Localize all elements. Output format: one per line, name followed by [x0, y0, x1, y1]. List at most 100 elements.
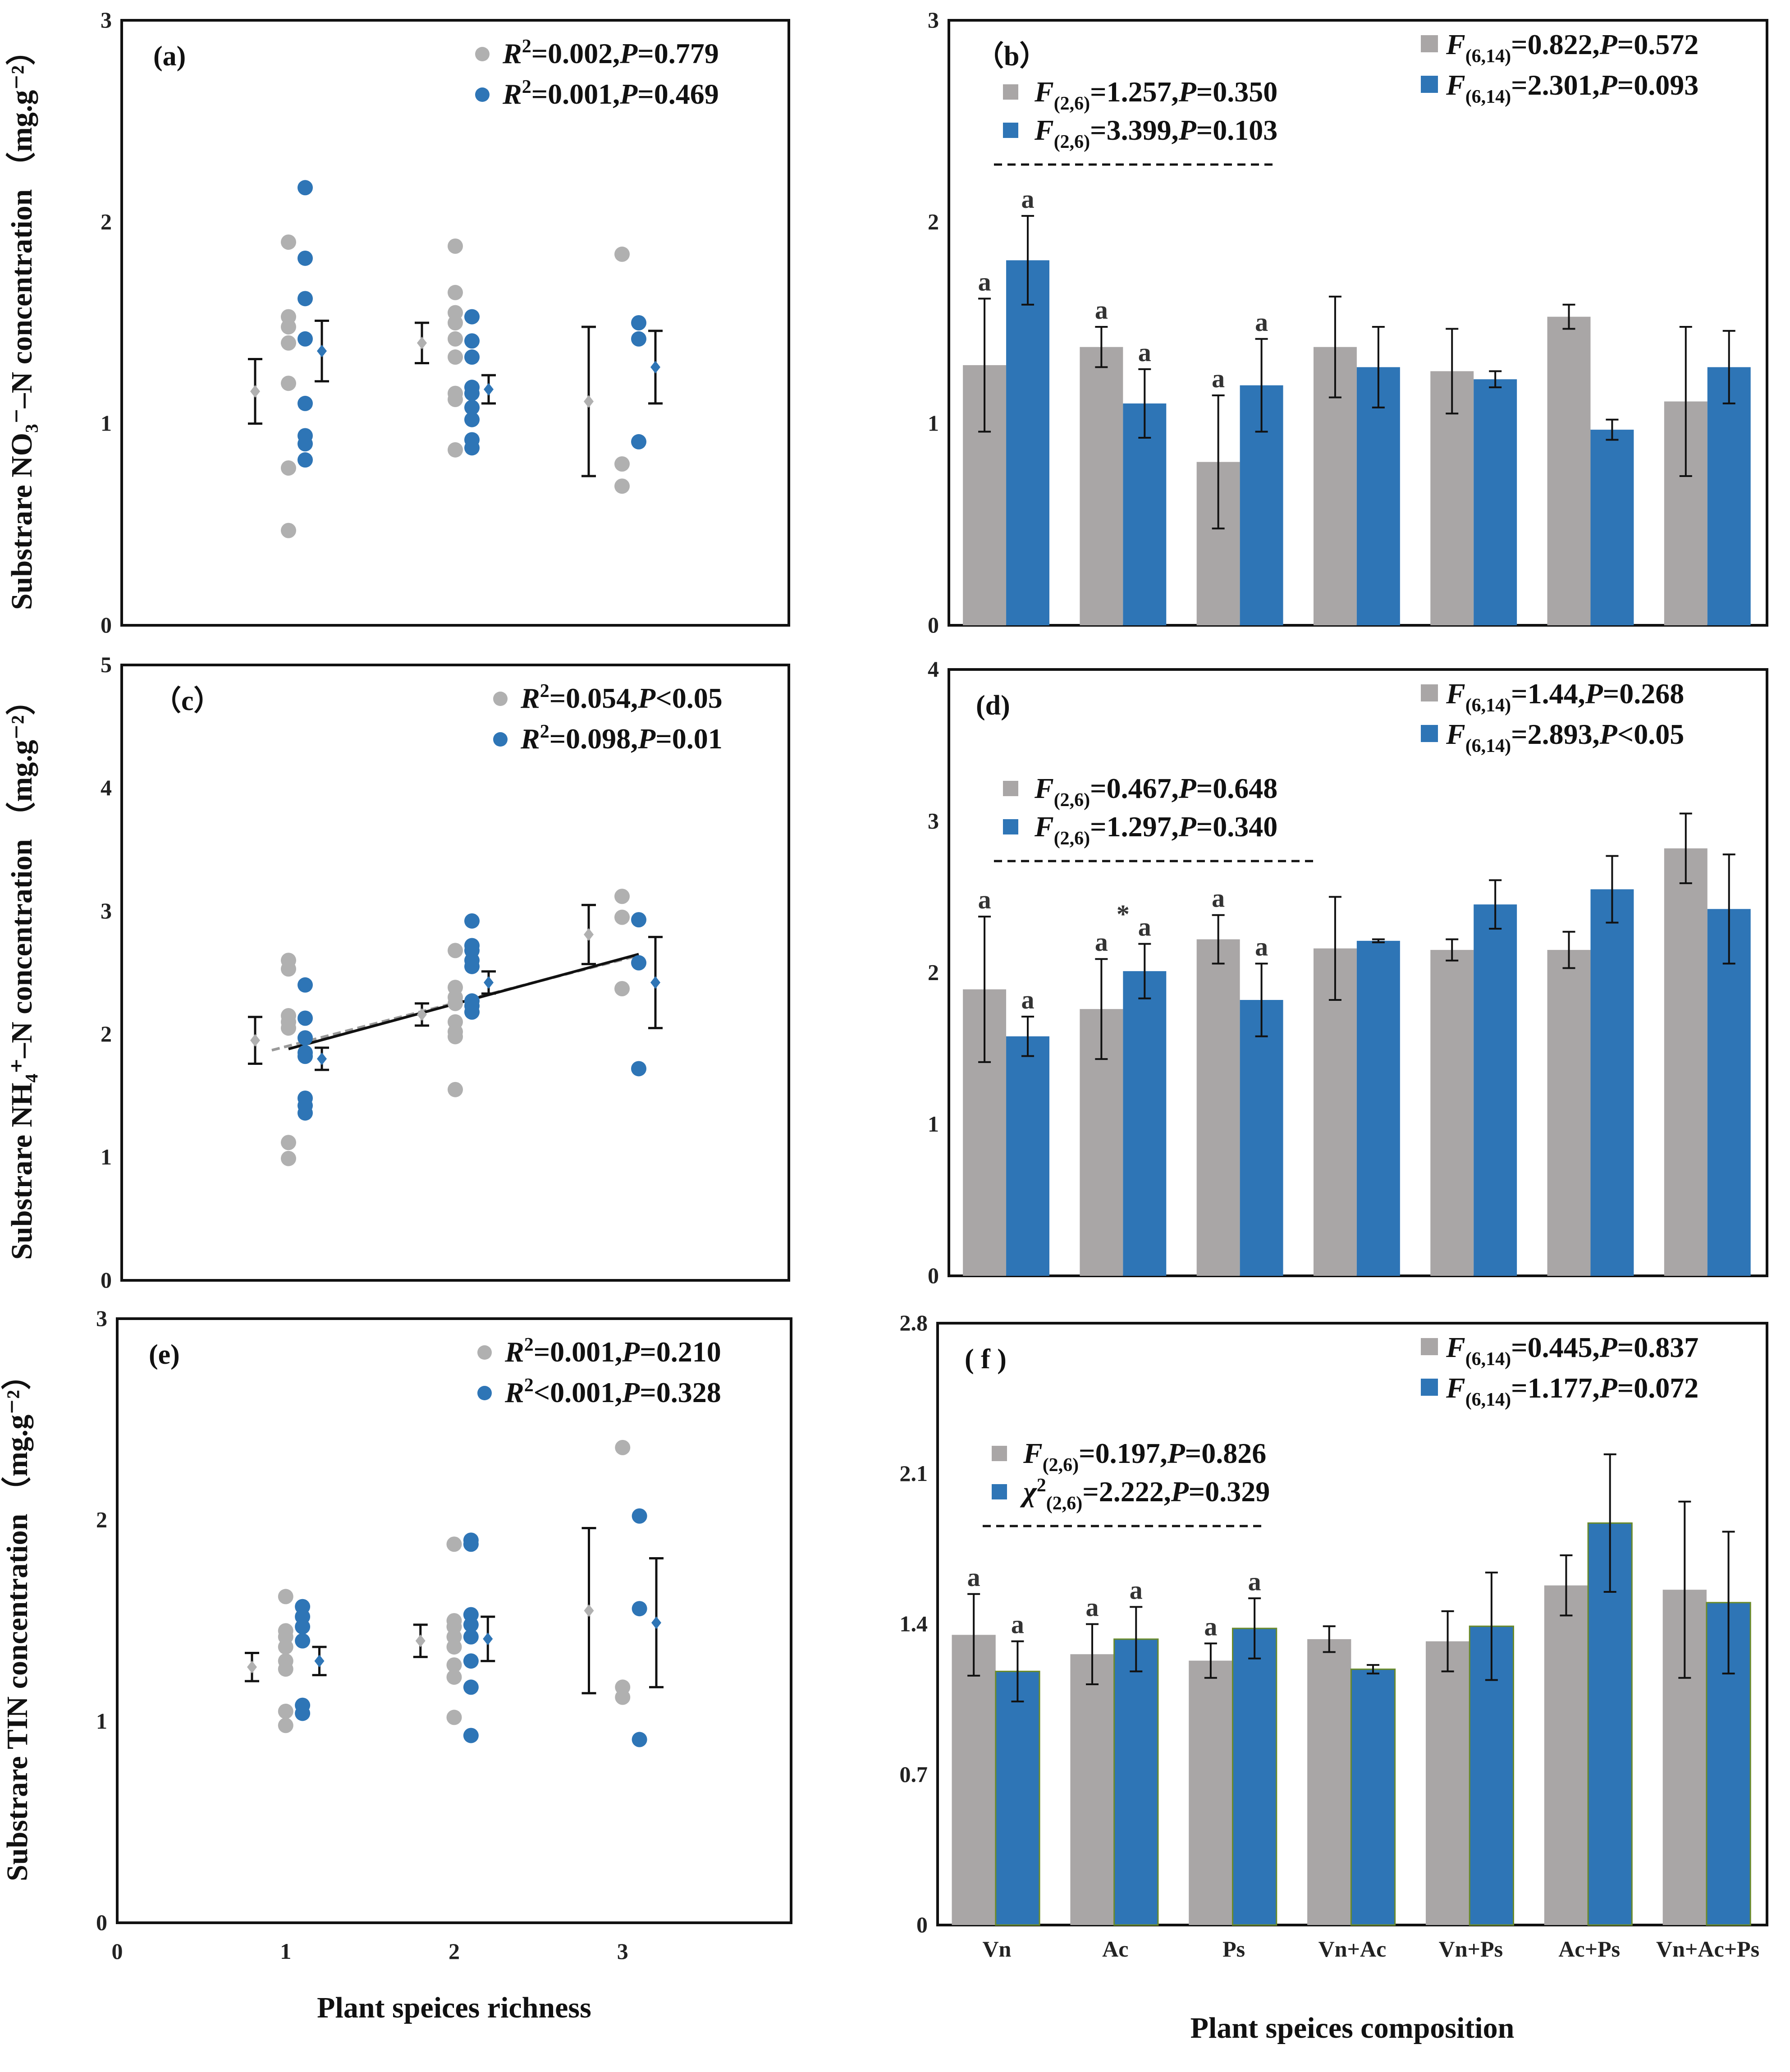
bar-gray [1547, 316, 1591, 625]
significance-letter: a [1095, 295, 1108, 325]
panel-label: (d) [976, 690, 1010, 721]
data-point-gray [614, 909, 630, 925]
panel-b: 0 1 2 3 （b） a a a a a a F(6,14)=0.822,P=0.572F(6,14… [928, 7, 1768, 637]
data-point-blue [464, 958, 480, 974]
mean-marker-gray [247, 1660, 257, 1673]
legend-label: F(6,14)=1.44,P=0.268 [1446, 678, 1684, 716]
data-point-blue [463, 1679, 479, 1695]
bar-blue [1590, 889, 1634, 1276]
data-point-blue [464, 333, 480, 349]
bar-gray [1196, 939, 1240, 1276]
legend-label: R2=0.001,P=0.210 [504, 1334, 721, 1368]
bar-blue [1123, 971, 1167, 1276]
panel-label: （c） [153, 685, 222, 716]
mean-marker-blue [317, 1052, 327, 1065]
data-point-gray [278, 1589, 293, 1604]
x-tick-label: Ps [1222, 1936, 1245, 1962]
legend-swatch [1003, 123, 1018, 138]
significance-letter: a [978, 267, 991, 296]
plot-frame [120, 664, 790, 1282]
y-axis-title: Substrare TIN concentration （mg.g⁻²） [0, 1360, 34, 1881]
data-point-blue [464, 412, 480, 427]
data-point-gray [281, 1020, 296, 1036]
data-point-blue [298, 452, 313, 468]
data-point-gray [278, 1718, 293, 1733]
data-point-blue [464, 913, 480, 929]
data-point-gray [448, 391, 463, 407]
data-point-gray [446, 1669, 462, 1685]
legend-swatch [1421, 684, 1438, 701]
y-axis-title: Substrare NO₃⁻–N concentration （mg.g⁻²） [5, 36, 38, 610]
mean-marker-blue [484, 383, 494, 396]
y-tick-label: 1.4 [900, 1611, 928, 1637]
x-tick-label: Vn+Ac+Ps [1656, 1936, 1759, 1962]
panel-label: (e) [149, 1339, 180, 1370]
y-tick-label: 1 [928, 1111, 939, 1137]
y-tick-label: 1 [101, 411, 112, 436]
data-point-gray [615, 1439, 631, 1455]
significance-letter: a [1011, 1610, 1024, 1639]
data-point-gray [448, 442, 463, 458]
y-tick-label: 0 [96, 1910, 107, 1935]
panel-d: 01234(d)aaaaaa*F(6,14)=1.44,P=0.268F(6,1… [928, 656, 1768, 1288]
significance-letter: a [1095, 927, 1108, 957]
data-point-gray [446, 1657, 462, 1673]
mean-marker-gray [417, 1008, 427, 1021]
panel-label: ( f ) [965, 1344, 1007, 1375]
legend-swatch [1421, 1338, 1438, 1355]
data-point-gray [281, 523, 296, 538]
y-tick-label: 2 [101, 1021, 112, 1046]
legend-label: χ2(2,6)=2.222,P=0.329 [1020, 1475, 1270, 1514]
legend-swatch [1003, 819, 1018, 834]
data-point-blue [631, 912, 646, 928]
data-point-blue [298, 436, 313, 452]
data-point-blue [464, 399, 480, 415]
data-point-gray [614, 456, 630, 472]
significance-letter: a [1138, 338, 1151, 367]
data-point-blue [295, 1619, 311, 1635]
data-point-gray [448, 315, 463, 330]
data-point-gray [448, 238, 463, 254]
y-tick-label: 3 [101, 7, 112, 32]
mean-marker-blue [651, 1616, 661, 1629]
legend-marker [475, 87, 490, 102]
y-tick-label: 2 [96, 1507, 107, 1532]
mean-marker-blue [484, 976, 494, 989]
legend-swatch [1421, 725, 1438, 742]
significance-letter: a [1255, 932, 1268, 961]
data-point-blue [631, 955, 646, 971]
panel-a: 0 1 2 3 (a) Substrare NO₃⁻–N concentration （m… [5, 7, 790, 637]
legend-label: F(2,6)=0.197,P=0.826 [1023, 1437, 1266, 1476]
legend-swatch [1421, 1379, 1438, 1396]
panel-label: （b） [976, 40, 1047, 72]
y-tick-label: 0 [101, 1267, 112, 1293]
x-tick-label: Ac [1102, 1936, 1128, 1962]
x-tick-label: Vn+Ac [1318, 1936, 1387, 1962]
mean-marker-blue [650, 976, 660, 989]
y-tick-label: 0.7 [900, 1761, 928, 1787]
data-point-gray [448, 995, 463, 1011]
y-tick-label: 3 [928, 808, 939, 833]
bar-blue [1707, 367, 1751, 625]
plot-frame [120, 19, 790, 627]
data-point-gray [281, 1151, 296, 1166]
x-tick-label: 1 [280, 1939, 291, 1964]
data-point-blue [298, 180, 313, 196]
data-point-gray [278, 1639, 293, 1655]
mean-marker-gray [415, 1634, 426, 1647]
data-point-blue [298, 250, 313, 266]
bar-gray [1664, 848, 1708, 1276]
bar-blue [1240, 1000, 1283, 1276]
significance-letter: a [1255, 307, 1268, 337]
data-point-blue [464, 349, 480, 365]
data-point-gray [446, 1639, 462, 1655]
data-point-gray [448, 284, 463, 300]
bar-blue [1474, 379, 1517, 625]
legend-marker [493, 692, 508, 706]
data-point-blue [464, 1004, 480, 1020]
data-point-blue [298, 1049, 313, 1064]
y-tick-label: 0 [101, 612, 112, 637]
x-tick-label: Vn [982, 1936, 1011, 1962]
significance-letter: a [1021, 985, 1035, 1014]
